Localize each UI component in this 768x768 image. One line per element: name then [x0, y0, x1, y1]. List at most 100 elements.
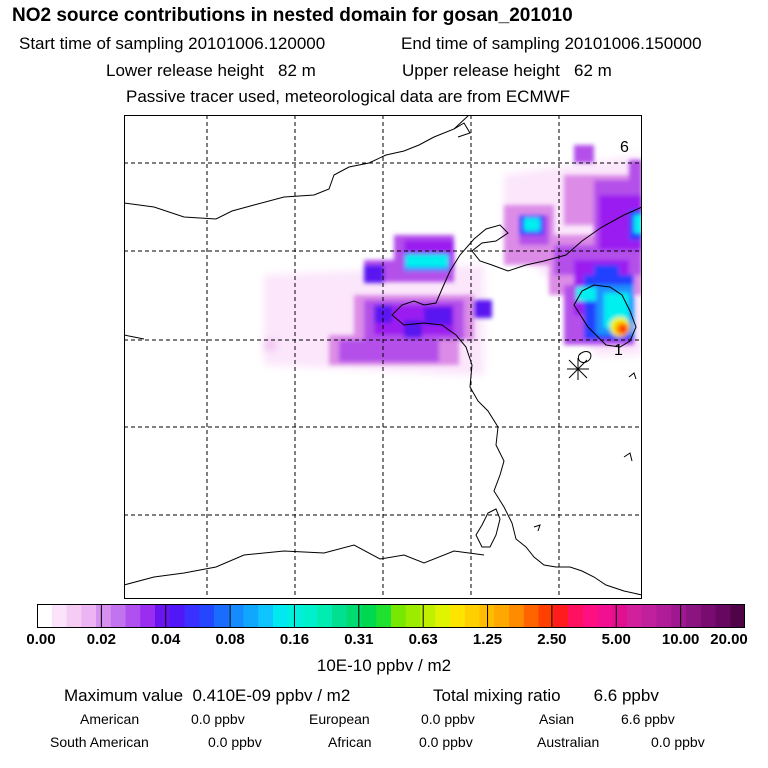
colorbar-tick-label: 0.63	[408, 631, 438, 648]
plume-blue-4	[594, 265, 619, 285]
colorbar-cell	[199, 604, 215, 628]
colorbar-cell	[317, 604, 333, 628]
colorbar-cell	[450, 604, 466, 628]
grid-lines	[124, 115, 642, 599]
colorbar-cell	[509, 604, 525, 628]
colorbar-cells	[37, 604, 745, 628]
colorbar-cell	[273, 604, 289, 628]
colorbar-cell	[243, 604, 259, 628]
plume-cyan-4	[576, 287, 596, 301]
plume-light-dot	[264, 340, 276, 350]
colorbar-separators	[100, 604, 682, 628]
colorbar-cell	[376, 604, 392, 628]
plume-indigo-3	[404, 320, 422, 338]
colorbar-tick-label: 0.16	[279, 631, 310, 648]
region-value: 0.0 ppbv	[419, 734, 473, 750]
colorbar-cell	[420, 604, 436, 628]
region-value: 0.0 ppbv	[191, 711, 245, 727]
plume-violet-9	[629, 160, 642, 185]
region-value: 0.0 ppbv	[208, 734, 262, 750]
backtrack-label-start: 6	[620, 139, 629, 156]
total-mixing-ratio: Total mixing ratio 6.6 ppbv	[433, 686, 659, 705]
region-name: Asian	[539, 711, 575, 727]
colorbar-cell	[494, 604, 510, 628]
colorbar-tick-label: 20.00	[710, 631, 748, 648]
colorbar-tick-label: 0.31	[344, 631, 374, 648]
colorbar-cell	[597, 604, 613, 628]
colorbar-cell	[641, 604, 658, 628]
colorbar-cell	[169, 604, 186, 628]
region-name: African	[328, 734, 372, 750]
colorbar-cell	[435, 604, 451, 628]
colorbar-cell	[110, 604, 127, 628]
colorbar-cell	[302, 604, 318, 628]
colorbar-cell	[612, 604, 628, 628]
plume-indigo-1	[364, 265, 384, 283]
colorbar-tick-label: 0.00	[26, 631, 56, 648]
colorbar-cell	[214, 604, 230, 628]
colorbar-cell	[568, 604, 584, 628]
colorbar-cell	[671, 604, 687, 628]
colorbar-units: 10E-10 ppbv / m2	[316, 656, 452, 675]
backtrack-label-end: 1	[614, 342, 623, 359]
region-name: European	[309, 711, 370, 727]
concentration-field	[264, 145, 642, 375]
region-value: 0.0 ppbv	[421, 711, 475, 727]
plume-cyan-2	[524, 218, 540, 231]
plume-violet-1	[339, 340, 439, 362]
receptor-star-icon	[567, 358, 589, 380]
colorbar-cell	[155, 604, 171, 628]
plume-indigo-5	[474, 300, 492, 318]
region-value: 0.0 ppbv	[651, 734, 705, 750]
colorbar-tick-label: 0.08	[215, 631, 245, 648]
colorbar-cell	[258, 604, 274, 628]
colorbar-cell	[140, 604, 156, 628]
colorbar-cell	[627, 604, 643, 628]
colorbar-cell	[656, 604, 672, 628]
map-plot: 6 1	[124, 115, 642, 599]
coastlines	[124, 115, 642, 596]
region-name: South American	[50, 734, 149, 750]
colorbar-tick-label: 10.00	[661, 631, 700, 648]
plume-red	[619, 325, 627, 333]
colorbar-cell	[51, 604, 68, 628]
colorbar-tick-label: 0.04	[151, 631, 181, 648]
region-name: American	[80, 711, 140, 727]
colorbar-cell	[686, 604, 702, 628]
colorbar-frame	[37, 604, 745, 628]
region-value: 6.6 ppbv	[621, 711, 675, 727]
plume-indigo-4	[424, 307, 452, 325]
upper-release-height: Upper release height 62 m	[402, 61, 612, 80]
colorbar-cell	[37, 604, 53, 628]
colorbar-cell	[96, 604, 112, 628]
plume-cyan-3	[634, 215, 642, 233]
colorbar-cell	[287, 604, 304, 628]
colorbar-cell	[582, 604, 599, 628]
colorbar	[37, 604, 745, 628]
colorbar-cell	[538, 604, 554, 628]
colorbar-cell	[715, 604, 731, 628]
region-name: Australian	[537, 734, 600, 750]
plume-violet-8	[574, 145, 594, 163]
colorbar-cell	[553, 604, 569, 628]
colorbar-cell	[405, 604, 422, 628]
map-frame	[124, 115, 642, 599]
tracer-note: Passive tracer used, meteorological data…	[126, 87, 571, 106]
colorbar-cell	[228, 604, 245, 628]
colorbar-cell	[125, 604, 141, 628]
colorbar-cell	[361, 604, 377, 628]
plume-cyan-1	[406, 255, 448, 267]
map-title: NO2 source contributions in nested domai…	[12, 5, 573, 26]
colorbar-tick-label: 0.02	[86, 631, 116, 648]
colorbar-cell	[523, 604, 540, 628]
colorbar-cell	[346, 604, 363, 628]
colorbar-cell	[730, 604, 745, 628]
colorbar-cell	[66, 604, 82, 628]
colorbar-cell	[332, 604, 348, 628]
colorbar-tick-label: 2.50	[537, 631, 567, 648]
colorbar-cell	[700, 604, 717, 628]
colorbar-tick-label: 5.00	[601, 631, 631, 648]
colorbar-cell	[81, 604, 97, 628]
colorbar-cell	[184, 604, 200, 628]
maximum-value: Maximum value 0.410E-09 ppbv / m2	[64, 686, 351, 705]
